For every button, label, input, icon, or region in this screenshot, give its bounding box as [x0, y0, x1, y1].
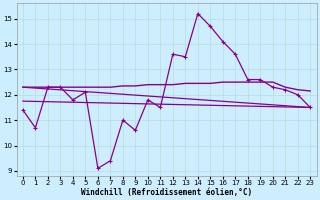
X-axis label: Windchill (Refroidissement éolien,°C): Windchill (Refroidissement éolien,°C) — [81, 188, 252, 197]
